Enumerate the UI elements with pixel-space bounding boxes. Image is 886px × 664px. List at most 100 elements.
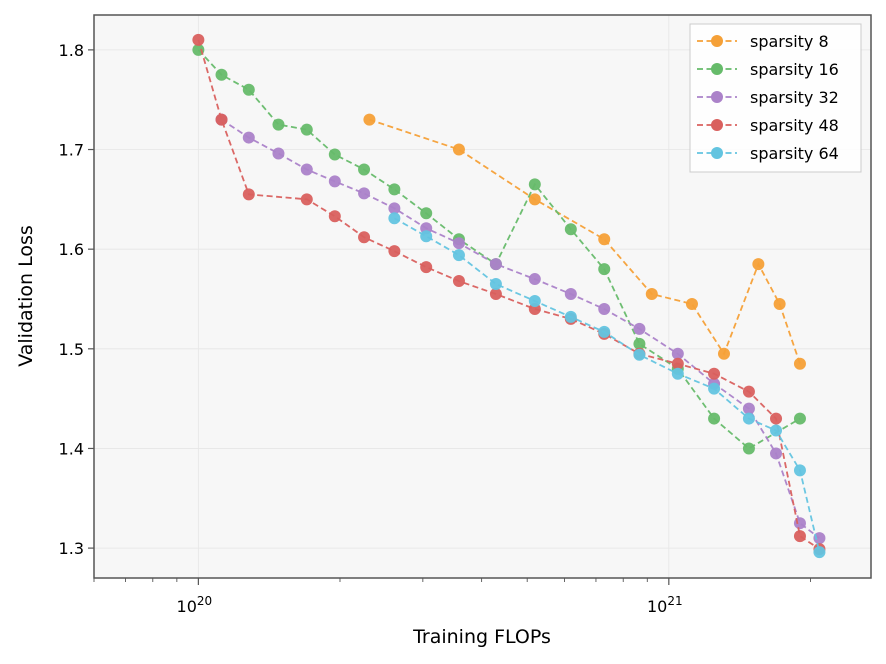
data-point (742, 412, 755, 425)
data-point (770, 424, 783, 437)
data-point (793, 530, 806, 543)
legend-label: sparsity 32 (750, 88, 839, 107)
data-point (708, 412, 721, 425)
y-tick-label: 1.3 (59, 539, 84, 558)
series-sparsity-8 (363, 113, 806, 370)
data-point (633, 337, 646, 350)
data-point (420, 230, 433, 243)
legend-marker (711, 119, 723, 131)
data-point (489, 258, 502, 271)
data-point (242, 83, 255, 96)
data-point (708, 382, 721, 395)
data-point (717, 347, 730, 360)
data-point (328, 210, 341, 223)
data-point (773, 297, 786, 310)
data-point (770, 447, 783, 460)
x-axis-label: Training FLOPs (412, 626, 551, 648)
x-axis: 1020 1021 (93, 578, 811, 616)
data-point (489, 288, 502, 301)
data-point (528, 178, 541, 191)
data-point (363, 113, 376, 126)
data-point (564, 223, 577, 236)
data-point (272, 147, 285, 160)
y-tick-label: 1.6 (59, 240, 84, 259)
series-sparsity-48 (192, 33, 826, 556)
data-point (742, 385, 755, 398)
data-point (388, 202, 401, 215)
x-tick-label: 1021 (647, 594, 683, 616)
data-point (598, 233, 611, 246)
data-point (452, 143, 465, 156)
data-point (598, 325, 611, 338)
series-layer (192, 33, 826, 559)
data-point (633, 322, 646, 335)
y-tick-label: 1.5 (59, 340, 84, 359)
data-point (215, 68, 228, 81)
data-point (358, 163, 371, 176)
legend-item: sparsity 16 (697, 60, 839, 79)
data-point (358, 187, 371, 200)
legend: sparsity 8 sparsity 16 sparsity 32 sparsity… (689, 23, 862, 173)
data-point (215, 113, 228, 126)
data-point (598, 302, 611, 315)
legend-label: sparsity 8 (750, 32, 829, 51)
legend-label: sparsity 64 (750, 144, 839, 163)
data-point (528, 294, 541, 307)
legend-item: sparsity 48 (697, 116, 839, 135)
data-point (564, 310, 577, 323)
data-point (328, 175, 341, 188)
y-axis: 1.3 1.4 1.5 1.6 1.7 1.8 (59, 41, 94, 558)
data-point (598, 263, 611, 276)
series-sparsity-64 (388, 212, 826, 559)
data-point (671, 357, 684, 370)
data-point (742, 402, 755, 415)
series-line (393, 217, 821, 553)
plot-frame (93, 14, 872, 579)
series-line (197, 39, 820, 550)
y-tick-label: 1.4 (59, 439, 84, 458)
data-point (770, 412, 783, 425)
data-point (300, 163, 313, 176)
data-point (645, 288, 658, 301)
data-point (671, 347, 684, 360)
data-point (192, 33, 205, 46)
legend-marker (711, 35, 723, 47)
legend-item: sparsity 8 (697, 32, 829, 51)
data-point (420, 207, 433, 220)
data-point (793, 412, 806, 425)
data-point (793, 357, 806, 370)
data-point (793, 464, 806, 477)
x-tick-label: 1020 (177, 594, 213, 616)
data-point (388, 212, 401, 225)
data-point (452, 237, 465, 250)
data-point (752, 258, 765, 271)
legend-item: sparsity 32 (697, 88, 839, 107)
legend-marker (711, 91, 723, 103)
data-point (685, 297, 698, 310)
data-point (813, 546, 826, 559)
legend-marker (711, 63, 723, 75)
data-point (813, 532, 826, 545)
data-point (671, 367, 684, 380)
legend-marker (711, 147, 723, 159)
data-point (300, 193, 313, 206)
data-point (489, 278, 502, 291)
data-point (633, 348, 646, 361)
data-point (528, 193, 541, 206)
y-axis-label: Validation Loss (15, 225, 37, 367)
data-point (708, 367, 721, 380)
y-tick-label: 1.7 (59, 141, 84, 160)
data-point (358, 231, 371, 244)
data-point (242, 188, 255, 201)
data-point (452, 249, 465, 262)
data-point (420, 261, 433, 274)
data-point (242, 131, 255, 144)
data-point (388, 183, 401, 196)
legend-label: sparsity 48 (750, 116, 839, 135)
y-tick-label: 1.8 (59, 41, 84, 60)
data-point (328, 148, 341, 161)
data-point (742, 442, 755, 455)
data-point (528, 273, 541, 286)
data-point (388, 245, 401, 258)
data-point (452, 275, 465, 288)
